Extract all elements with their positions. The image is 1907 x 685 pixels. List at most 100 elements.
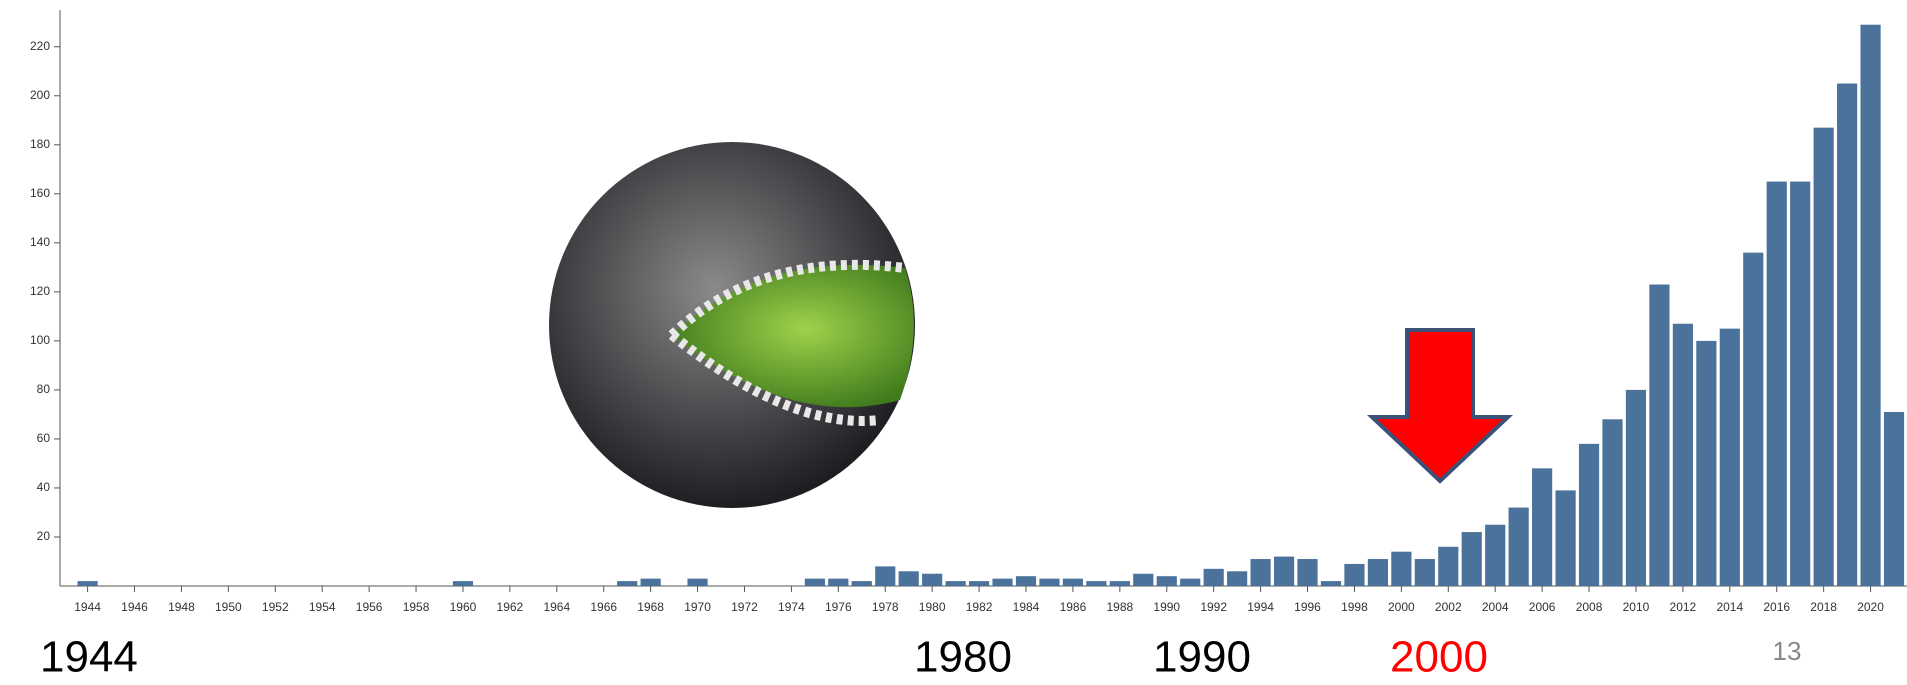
bar — [1673, 324, 1693, 586]
bar — [1720, 329, 1740, 586]
bar — [1110, 581, 1130, 586]
x-tick-label: 1952 — [262, 600, 289, 614]
bar — [1814, 128, 1834, 586]
x-tick-label: 1970 — [684, 600, 711, 614]
bar — [1297, 559, 1317, 586]
x-tick-label: 1944 — [74, 600, 101, 614]
x-tick-label: 1958 — [403, 600, 430, 614]
x-tick-label: 1974 — [778, 600, 805, 614]
x-tick-label: 1996 — [1294, 600, 1321, 614]
x-tick-label: 1988 — [1106, 600, 1133, 614]
y-tick-label: 40 — [37, 480, 51, 494]
x-tick-label: 2016 — [1763, 600, 1790, 614]
x-tick-label: 2000 — [1388, 600, 1415, 614]
y-tick-label: 60 — [37, 431, 51, 445]
bar — [1039, 579, 1059, 586]
bar — [1204, 569, 1224, 586]
bar — [1462, 532, 1482, 586]
bar — [453, 581, 473, 586]
y-tick-label: 140 — [30, 235, 50, 249]
y-tick-label: 160 — [30, 186, 50, 200]
bar — [641, 579, 661, 586]
x-tick-label: 2018 — [1810, 600, 1837, 614]
x-tick-label: 2004 — [1482, 600, 1509, 614]
bar — [1063, 579, 1083, 586]
bar — [1860, 25, 1880, 586]
y-tick-label: 120 — [30, 284, 50, 298]
bar — [875, 566, 895, 586]
x-tick-label: 2014 — [1716, 600, 1743, 614]
bar — [1415, 559, 1435, 586]
x-tick-label: 2012 — [1670, 600, 1697, 614]
bar — [1696, 341, 1716, 586]
page-number: 13 — [1773, 636, 1802, 666]
bar — [1274, 557, 1294, 586]
x-tick-label: 2010 — [1623, 600, 1650, 614]
y-tick-label: 200 — [30, 88, 50, 102]
bar — [1555, 490, 1575, 586]
year-annotation: 1944 — [40, 633, 138, 682]
arrow — [1372, 330, 1508, 481]
x-tick-label: 2008 — [1576, 600, 1603, 614]
bar — [992, 579, 1012, 586]
year-annotation: 1980 — [914, 633, 1012, 682]
x-tick-label: 1964 — [543, 600, 570, 614]
x-tick-label: 1946 — [121, 600, 148, 614]
x-tick-label: 1986 — [1060, 600, 1087, 614]
bar — [1251, 559, 1271, 586]
bar — [1321, 581, 1341, 586]
bar — [617, 581, 637, 586]
x-tick-label: 2006 — [1529, 600, 1556, 614]
x-tick-label: 1980 — [919, 600, 946, 614]
x-tick-label: 1998 — [1341, 600, 1368, 614]
bar — [1157, 576, 1177, 586]
bar — [1438, 547, 1458, 586]
x-tick-label: 2020 — [1857, 600, 1884, 614]
bar — [1086, 581, 1106, 586]
bar — [1532, 468, 1552, 586]
x-tick-label: 1990 — [1153, 600, 1180, 614]
bar — [1626, 390, 1646, 586]
bar — [828, 579, 848, 586]
x-tick-label: 1966 — [590, 600, 617, 614]
bar — [1227, 571, 1247, 586]
bar — [922, 574, 942, 586]
slide: 2040608010012014016018020022019441946194… — [0, 0, 1907, 685]
y-tick-label: 180 — [30, 137, 50, 151]
bar — [1790, 182, 1810, 586]
x-tick-label: 2002 — [1435, 600, 1462, 614]
x-tick-label: 1968 — [637, 600, 664, 614]
bar — [1344, 564, 1364, 586]
bar — [946, 581, 966, 586]
bar — [1884, 412, 1904, 586]
x-tick-label: 1976 — [825, 600, 852, 614]
x-tick-label: 1982 — [966, 600, 993, 614]
bar — [1485, 525, 1505, 586]
bar — [1602, 419, 1622, 586]
bar — [852, 581, 872, 586]
x-tick-label: 1956 — [356, 600, 383, 614]
x-tick-label: 1978 — [872, 600, 899, 614]
x-tick-label: 1994 — [1247, 600, 1274, 614]
bar — [1368, 559, 1388, 586]
y-tick-label: 100 — [30, 333, 50, 347]
bar — [1391, 552, 1411, 586]
x-tick-label: 1960 — [450, 600, 477, 614]
bar — [1579, 444, 1599, 586]
bar — [1509, 508, 1529, 586]
bar — [805, 579, 825, 586]
bar — [969, 581, 989, 586]
x-tick-label: 1954 — [309, 600, 336, 614]
x-tick-label: 1948 — [168, 600, 195, 614]
bar — [1649, 285, 1669, 586]
y-tick-label: 220 — [30, 39, 50, 53]
x-tick-label: 1962 — [497, 600, 524, 614]
x-tick-label: 1992 — [1200, 600, 1227, 614]
globe-illustration — [549, 142, 915, 508]
bar — [78, 581, 98, 586]
bar — [1133, 574, 1153, 586]
y-tick-label: 20 — [37, 529, 51, 543]
x-tick-label: 1950 — [215, 600, 242, 614]
year-annotation: 2000 — [1390, 633, 1488, 682]
bar — [687, 579, 707, 586]
